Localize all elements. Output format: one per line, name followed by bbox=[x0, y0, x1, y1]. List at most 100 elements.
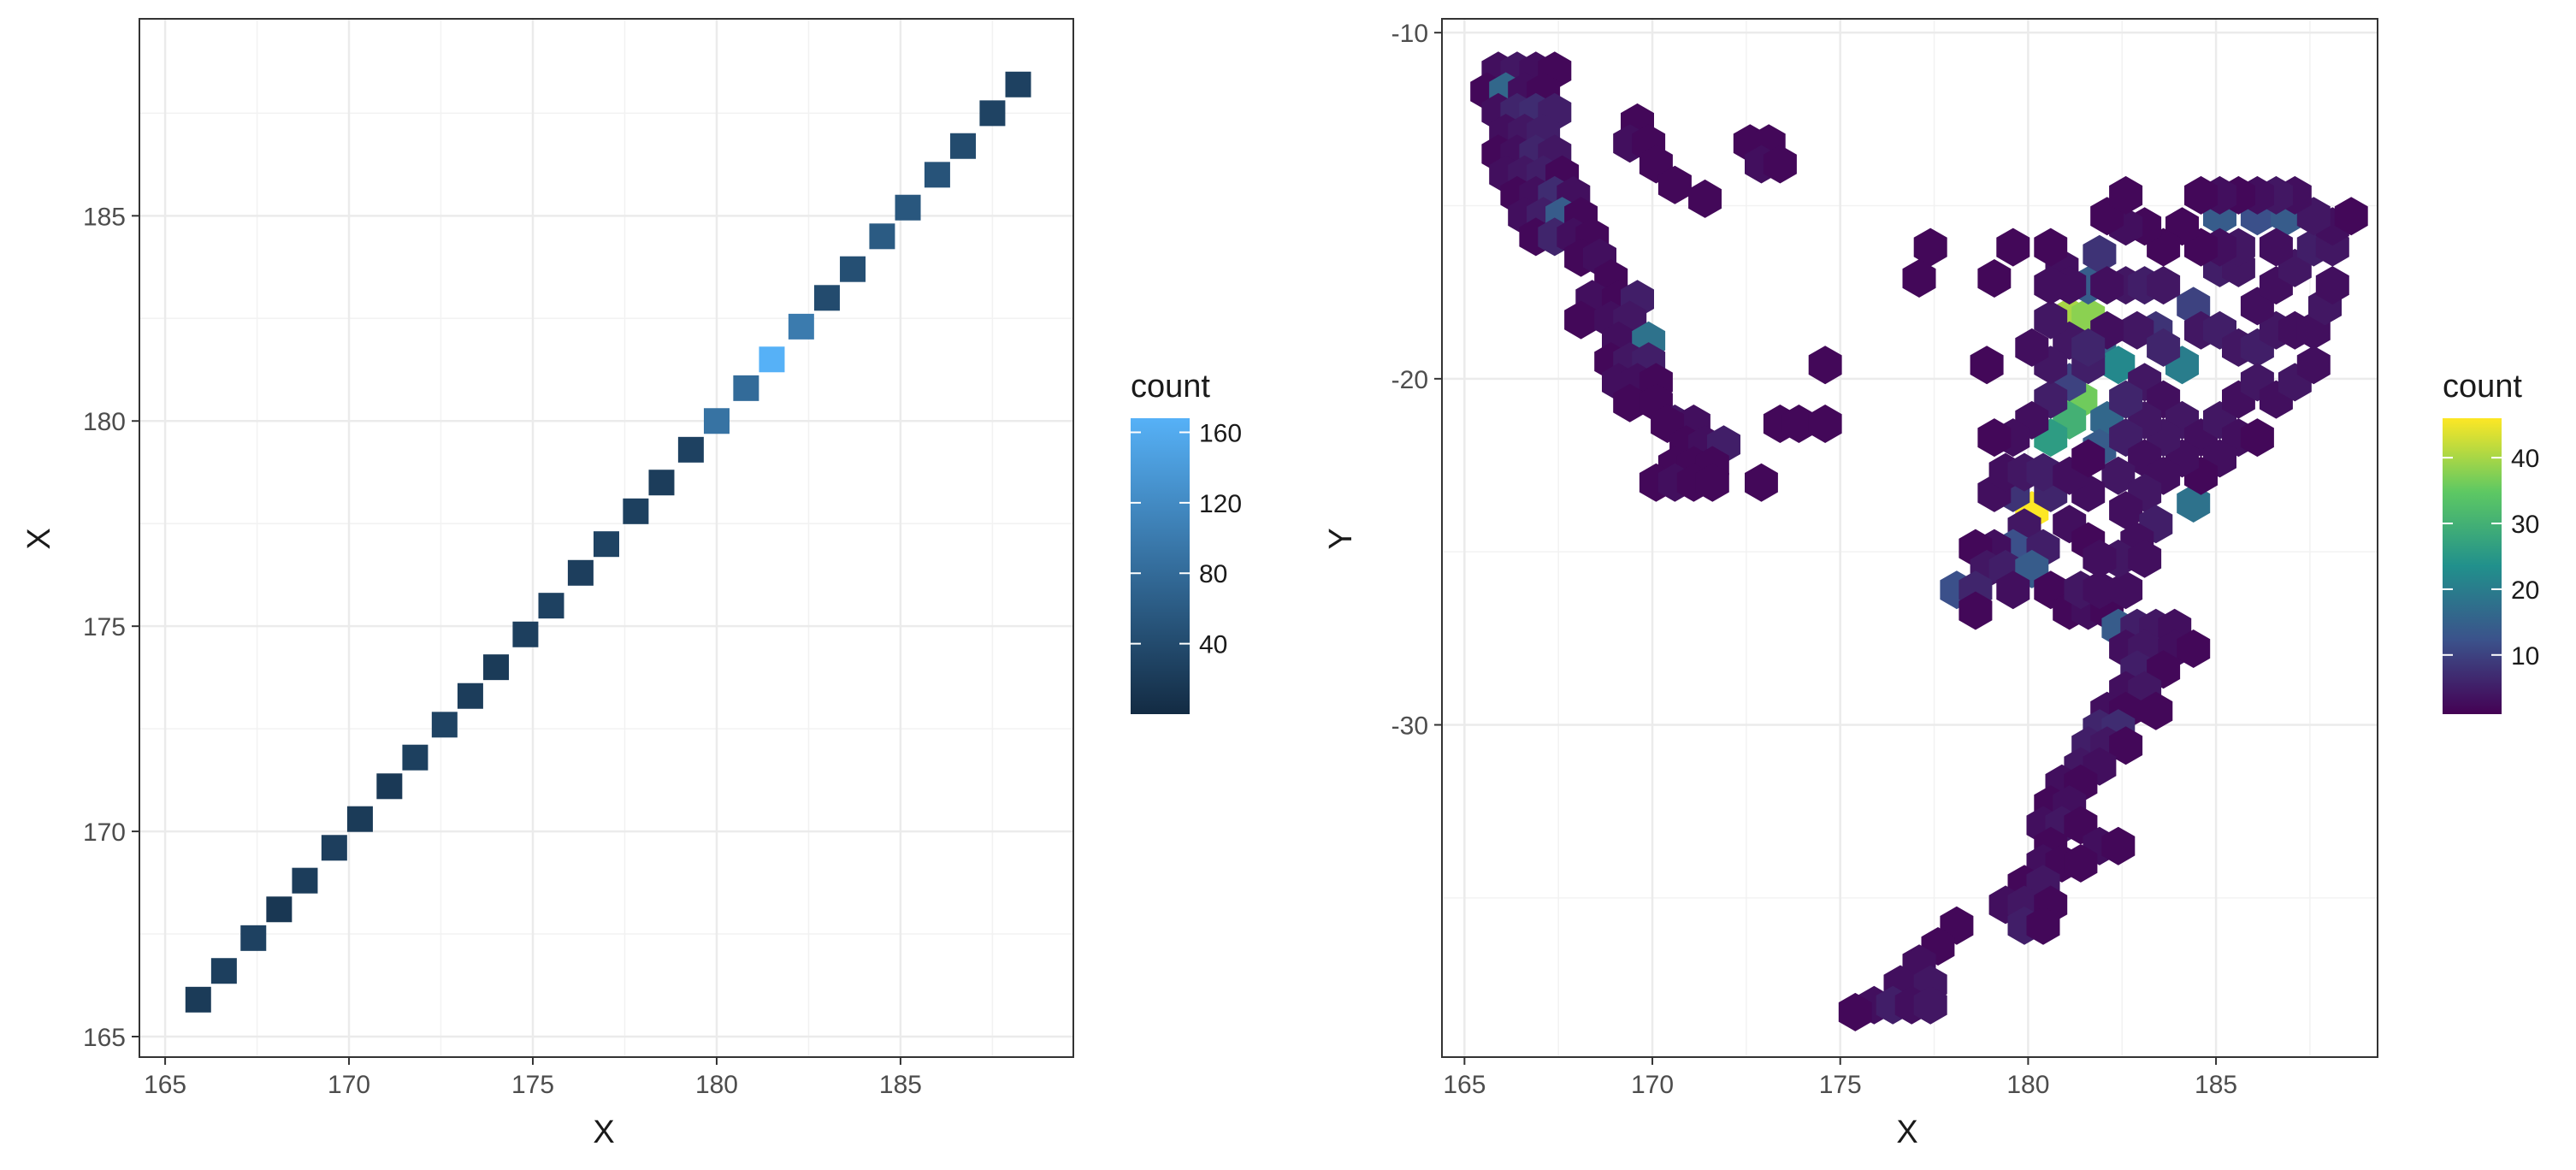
hexbin-cell bbox=[431, 712, 458, 738]
hexbin-cell bbox=[2128, 539, 2162, 578]
hexbin-cell bbox=[266, 896, 292, 923]
hexbin-cell bbox=[2334, 197, 2368, 236]
panel-marks bbox=[185, 71, 1031, 1013]
hexbin-cell bbox=[1977, 259, 2012, 298]
legend-title: count bbox=[2443, 369, 2522, 405]
hexbin-cell bbox=[2026, 906, 2060, 945]
x-tick-label: 185 bbox=[2195, 1071, 2237, 1099]
hexbin-cell bbox=[1977, 418, 2012, 458]
legend-label: 30 bbox=[2511, 511, 2539, 539]
hexbin-cell bbox=[321, 835, 347, 861]
hexbin-cell bbox=[2109, 726, 2143, 765]
x-tick-label: 180 bbox=[2006, 1071, 2049, 1099]
hexbin-cell bbox=[2101, 456, 2136, 495]
hexbin-cell bbox=[648, 470, 675, 496]
hexbin-cell bbox=[2120, 310, 2154, 350]
hexbin-cell bbox=[1613, 383, 1647, 422]
x-tick-label: 180 bbox=[695, 1071, 738, 1099]
hexbin-cell bbox=[2083, 234, 2117, 274]
panel-border bbox=[1441, 18, 2378, 1058]
hexbin-cell bbox=[623, 498, 649, 524]
legend-label: 20 bbox=[2511, 576, 2539, 605]
y-tick-label: 165 bbox=[83, 1024, 126, 1052]
x-axis-tick-marks bbox=[164, 1057, 901, 1065]
hexbin-cell bbox=[538, 593, 564, 619]
hexbin-cell bbox=[292, 867, 318, 894]
x-tick-label: 175 bbox=[511, 1071, 554, 1099]
legend-colorbar bbox=[1131, 418, 1190, 714]
hexbin-cell bbox=[2109, 491, 2143, 530]
hexbin-cell bbox=[594, 531, 619, 558]
x-tick-label: 165 bbox=[1443, 1071, 1486, 1099]
hexbin-cell bbox=[1902, 259, 1936, 298]
hexbin-cell bbox=[2034, 266, 2068, 305]
hexbin-cell bbox=[788, 313, 814, 340]
panel-axes: 165 170 175 180 185 165 170 175 180 185 … bbox=[21, 203, 922, 1150]
hexbin-cell bbox=[840, 256, 866, 282]
hexbin-cell bbox=[1913, 985, 1947, 1025]
hexbin-cell bbox=[2296, 346, 2331, 385]
hexbin-cell bbox=[703, 408, 730, 434]
y-tick-label: 170 bbox=[83, 818, 126, 847]
hexbin-cell bbox=[2034, 300, 2068, 340]
hexbin-cell bbox=[2109, 380, 2143, 419]
legend-ticks bbox=[2443, 457, 2502, 656]
hexbin-cell bbox=[1657, 165, 1692, 204]
x-axis-title: X bbox=[1896, 1114, 1917, 1150]
legend-colorbar bbox=[2443, 418, 2502, 714]
hexbin-cell bbox=[2259, 228, 2293, 267]
y-axis-title: Y bbox=[1323, 528, 1359, 549]
y-tick-label: 185 bbox=[83, 203, 126, 231]
hexbin-cell bbox=[2177, 629, 2211, 668]
y-tick-label: -20 bbox=[1391, 366, 1428, 394]
hexbin-cell bbox=[2090, 266, 2124, 305]
hexbin-cell bbox=[1959, 591, 1993, 630]
y-tick-label: -10 bbox=[1391, 20, 1428, 48]
legend: count 40 80 120 160 bbox=[1131, 369, 1242, 714]
hexbin-cell bbox=[733, 375, 759, 401]
hexbin-cell bbox=[1688, 179, 1722, 218]
hexbin-cell bbox=[2109, 570, 2143, 610]
hexbin-cell bbox=[512, 621, 539, 647]
legend-label: 80 bbox=[1199, 560, 1227, 588]
hexbin-cell bbox=[2083, 539, 2117, 578]
x-axis-title: X bbox=[593, 1114, 614, 1150]
hexbin-cell bbox=[1695, 463, 1729, 502]
hexbin-cell bbox=[2026, 452, 2060, 492]
hexbin-cell bbox=[2101, 346, 2136, 385]
hexbin-cell bbox=[979, 100, 1006, 127]
hexbin-cell bbox=[567, 559, 594, 586]
hexbin-cell bbox=[457, 682, 483, 709]
hexbin-cell bbox=[2240, 418, 2274, 458]
hexbin-cell bbox=[1745, 463, 1778, 502]
hexbin-panel-x-vs-x: 165 170 175 180 185 165 170 175 180 185 … bbox=[21, 18, 1242, 1150]
x-tick-label: 165 bbox=[144, 1071, 186, 1099]
y-axis-title: X bbox=[21, 528, 57, 549]
hexbin-cell bbox=[677, 436, 704, 463]
x-tick-label: 175 bbox=[1819, 1071, 1862, 1099]
x-tick-label: 170 bbox=[1631, 1071, 1674, 1099]
y-tick-label: -30 bbox=[1391, 712, 1428, 741]
hexbin-cell bbox=[2139, 691, 2173, 730]
hexbin-cell bbox=[2034, 228, 2068, 267]
x-tick-label: 170 bbox=[328, 1071, 370, 1099]
hexbin-cell bbox=[210, 958, 237, 984]
hexbin-cell bbox=[1996, 570, 2030, 610]
hexbin-cell bbox=[2109, 175, 2143, 215]
legend: count 10 20 30 40 bbox=[2443, 369, 2539, 714]
hexbin-cell bbox=[346, 806, 373, 832]
hexbin-cell bbox=[1838, 992, 1872, 1031]
hexbin-cell bbox=[895, 194, 921, 221]
panel-axes: 165 170 175 180 185 -10 -20 -30 X Y bbox=[1323, 20, 2237, 1150]
hexbin-cell bbox=[376, 773, 403, 800]
hexbin-cell bbox=[2184, 175, 2218, 215]
legend-label: 160 bbox=[1199, 419, 1242, 447]
hexbin-cell bbox=[2071, 328, 2106, 367]
hexbin-cell bbox=[2147, 328, 2181, 367]
legend-label: 40 bbox=[2511, 445, 2539, 473]
x-axis-tick-marks bbox=[1463, 1057, 2218, 1065]
panel-marks bbox=[1470, 51, 2368, 1031]
legend-title: count bbox=[1131, 369, 1210, 405]
